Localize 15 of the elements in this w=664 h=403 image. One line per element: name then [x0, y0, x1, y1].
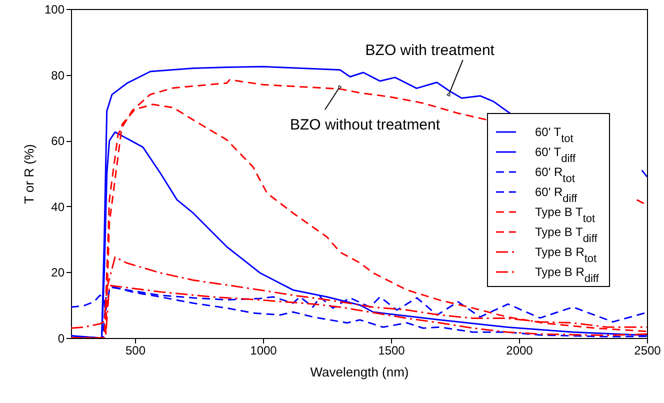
x-tick-label: 2500	[634, 344, 662, 358]
x-tick-label: 500	[125, 344, 146, 358]
y-tick-label: 60	[51, 134, 65, 148]
x-tick-label: 2000	[506, 344, 534, 358]
annotation: BZO without treatment	[290, 116, 441, 134]
y-tick-label: 20	[51, 266, 65, 280]
y-tick-label: 0	[58, 332, 65, 346]
x-axis-title: Wavelength (nm)	[310, 364, 409, 380]
x-tick-label: 1500	[378, 344, 406, 358]
x-tick-label: 1000	[250, 344, 278, 358]
y-axis-title: T or R (%)	[21, 144, 36, 204]
y-tick-label: 40	[51, 200, 65, 214]
y-tick-label: 80	[51, 68, 65, 82]
y-tick-label: 100	[44, 2, 65, 16]
annotation: BZO with treatment	[365, 42, 496, 59]
